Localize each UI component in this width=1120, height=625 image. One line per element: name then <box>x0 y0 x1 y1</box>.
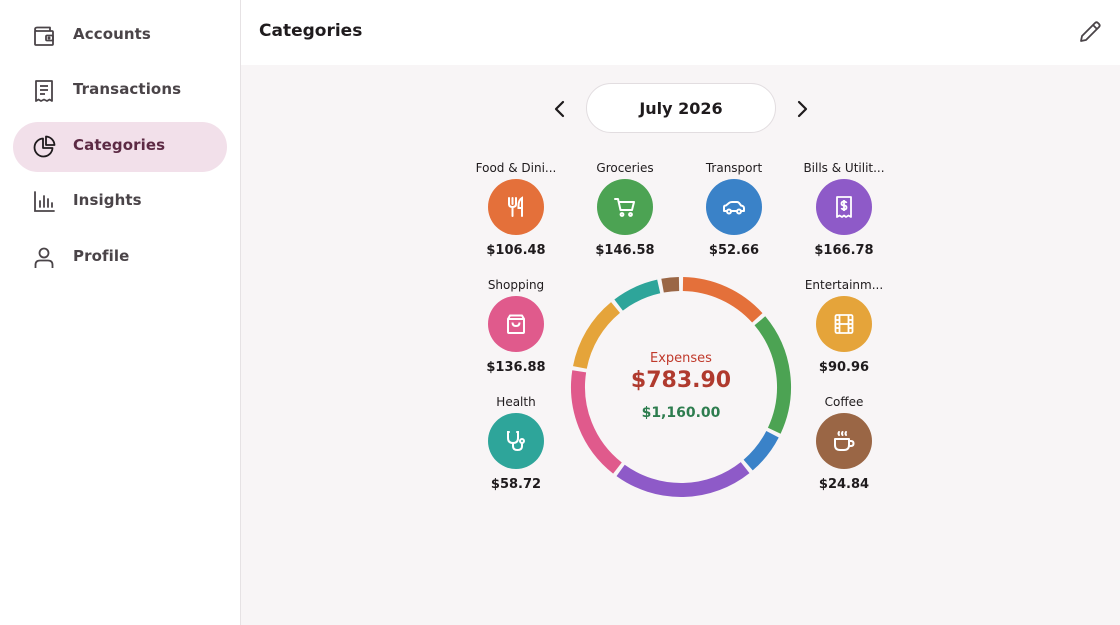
category-name: Entertainm... <box>804 278 884 292</box>
film-icon <box>834 314 854 334</box>
sidebar-item-transactions[interactable]: Transactions <box>13 66 227 116</box>
expenses-donut-chart <box>571 277 791 497</box>
stethoscope-icon <box>507 431 525 452</box>
category-shopping[interactable]: Shopping $136.88 <box>466 278 566 388</box>
sidebar-item-label: Transactions <box>73 80 182 98</box>
category-bills-utilities[interactable]: Bills & Utilit... $166.78 <box>794 161 894 271</box>
category-amount: $52.66 <box>708 243 760 258</box>
category-groceries[interactable]: Groceries $146.58 <box>575 161 675 271</box>
cart-icon <box>614 198 635 217</box>
donut-segment-film <box>573 302 621 369</box>
sidebar-item-label: Insights <box>73 191 142 209</box>
sidebar-item-label: Profile <box>73 247 130 265</box>
donut-segment-shopping-bag <box>571 370 622 474</box>
donut-segment-stethoscope <box>614 279 661 311</box>
edit-button[interactable] <box>1076 18 1104 46</box>
category-name: Bills & Utilit... <box>803 161 885 175</box>
category-entertainment[interactable]: Entertainm... $90.96 <box>794 278 894 388</box>
coffee-cup-icon <box>834 431 855 451</box>
app-header: Categories <box>241 0 1120 65</box>
category-amount: $90.96 <box>818 360 870 375</box>
car-icon <box>723 201 745 215</box>
category-name: Shopping <box>487 278 545 292</box>
shopping-bag-icon <box>507 314 525 334</box>
previous-month-button[interactable] <box>548 97 572 121</box>
donut-segment-bill <box>616 462 750 497</box>
category-health[interactable]: Health $58.72 <box>466 395 566 505</box>
category-amount: $58.72 <box>490 477 542 492</box>
bar-chart-icon <box>31 189 57 215</box>
category-icon-circle <box>816 413 872 469</box>
category-amount: $106.48 <box>486 243 546 258</box>
category-amount: $136.88 <box>486 360 546 375</box>
sidebar-item-label: Categories <box>73 136 166 154</box>
donut-segment-cart <box>754 316 791 434</box>
category-name: Health <box>496 395 536 409</box>
category-coffee[interactable]: Coffee $24.84 <box>794 395 894 505</box>
sidebar-item-insights[interactable]: Insights <box>13 177 227 227</box>
category-icon-circle <box>488 179 544 235</box>
category-food-dining[interactable]: Food & Dini... $106.48 <box>466 161 566 271</box>
fork-knife-icon <box>508 196 523 217</box>
category-amount: $24.84 <box>818 477 870 492</box>
sidebar-item-label: Accounts <box>73 25 151 43</box>
category-icon-circle <box>706 179 762 235</box>
bill-icon <box>836 196 852 218</box>
category-icon-circle <box>816 296 872 352</box>
category-transport[interactable]: Transport $52.66 <box>684 161 784 271</box>
person-icon <box>31 245 57 271</box>
next-month-button[interactable] <box>790 97 814 121</box>
receipt-icon <box>31 78 57 104</box>
category-amount: $146.58 <box>595 243 655 258</box>
category-icon-circle <box>488 413 544 469</box>
category-name: Coffee <box>824 395 864 409</box>
month-selector[interactable]: July 2026 <box>586 83 776 133</box>
chevron-right-icon <box>797 100 808 118</box>
categories-content: July 2026 Food & Dini... $106.48 Groceri… <box>241 65 1120 625</box>
page-title: Categories <box>259 21 363 41</box>
donut-segment-fork-knife <box>682 277 763 323</box>
chevron-left-icon <box>554 100 565 118</box>
sidebar-item-profile[interactable]: Profile <box>13 233 227 283</box>
pencil-icon <box>1080 21 1101 42</box>
donut-segment-car <box>743 430 779 471</box>
category-name: Groceries <box>596 161 654 175</box>
category-icon-circle <box>816 179 872 235</box>
sidebar: Accounts Transactions Categories Insight… <box>0 0 241 625</box>
category-icon-circle <box>488 296 544 352</box>
category-amount: $166.78 <box>814 243 874 258</box>
category-icon-circle <box>597 179 653 235</box>
category-name: Transport <box>705 161 763 175</box>
category-name: Food & Dini... <box>475 161 557 175</box>
sidebar-item-accounts[interactable]: Accounts <box>13 11 227 61</box>
donut-segment-coffee-cup <box>661 277 680 293</box>
pie-chart-icon <box>31 134 57 160</box>
wallet-icon <box>31 23 57 49</box>
sidebar-item-categories[interactable]: Categories <box>13 122 227 172</box>
